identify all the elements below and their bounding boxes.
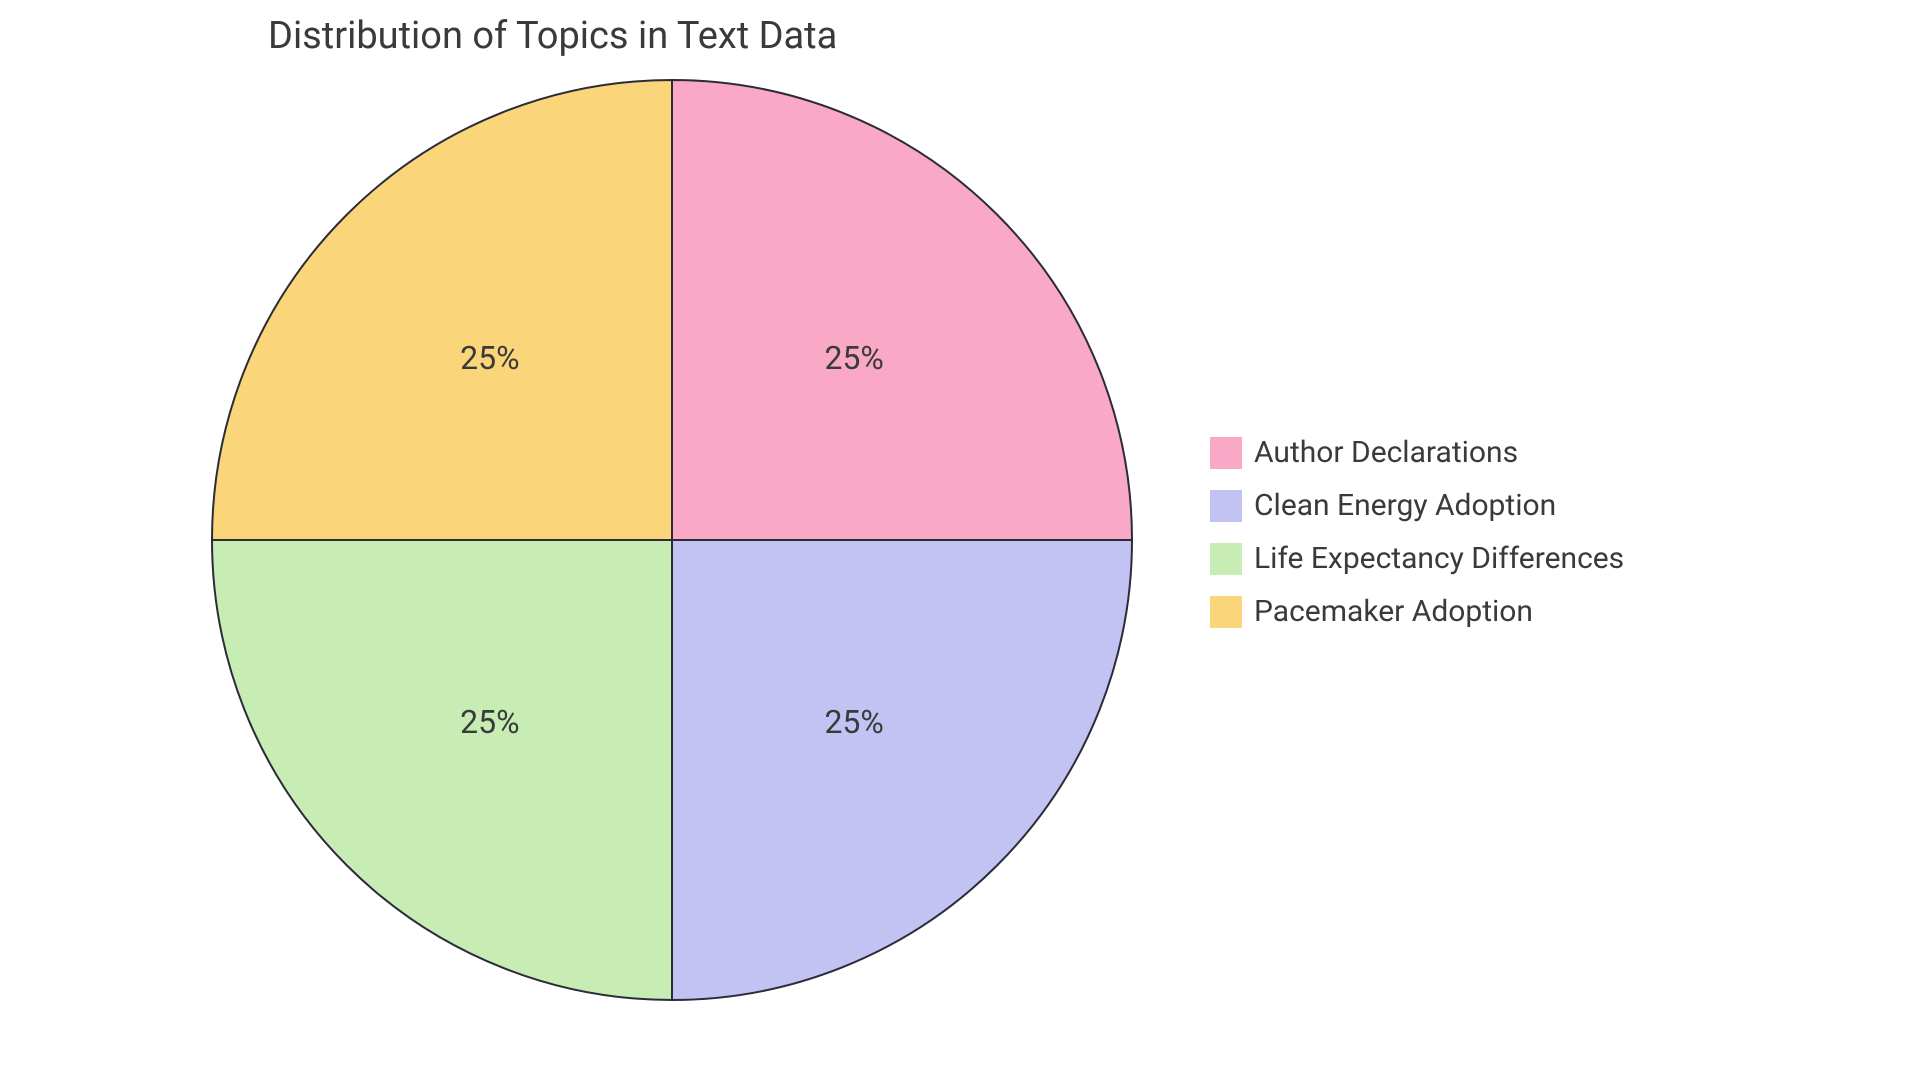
pie-slice bbox=[672, 540, 1132, 1000]
legend-label: Author Declarations bbox=[1254, 435, 1518, 470]
legend-swatch bbox=[1210, 490, 1242, 522]
pie-chart: 25% 25% 25% 25% bbox=[210, 78, 1134, 1002]
pie-slice bbox=[212, 80, 672, 540]
legend-label: Clean Energy Adoption bbox=[1254, 488, 1556, 523]
legend-item: Life Expectancy Differences bbox=[1210, 541, 1624, 576]
legend-label: Life Expectancy Differences bbox=[1254, 541, 1624, 576]
slice-percent-label: 25% bbox=[460, 339, 519, 377]
legend-swatch bbox=[1210, 543, 1242, 575]
legend-label: Pacemaker Adoption bbox=[1254, 594, 1533, 629]
legend: Author Declarations Clean Energy Adoption… bbox=[1210, 435, 1624, 629]
legend-item: Author Declarations bbox=[1210, 435, 1624, 470]
legend-swatch bbox=[1210, 596, 1242, 628]
legend-item: Pacemaker Adoption bbox=[1210, 594, 1624, 629]
slice-percent-label: 25% bbox=[824, 703, 883, 741]
legend-swatch bbox=[1210, 437, 1242, 469]
slice-percent-label: 25% bbox=[824, 339, 883, 377]
pie-svg bbox=[210, 78, 1134, 1002]
slice-percent-label: 25% bbox=[460, 703, 519, 741]
chart-container: Distribution of Topics in Text Data 25%2… bbox=[0, 0, 1920, 1080]
pie-slice bbox=[672, 80, 1132, 540]
chart-title: Distribution of Topics in Text Data bbox=[268, 14, 837, 58]
legend-item: Clean Energy Adoption bbox=[1210, 488, 1624, 523]
pie-slice bbox=[212, 540, 672, 1000]
